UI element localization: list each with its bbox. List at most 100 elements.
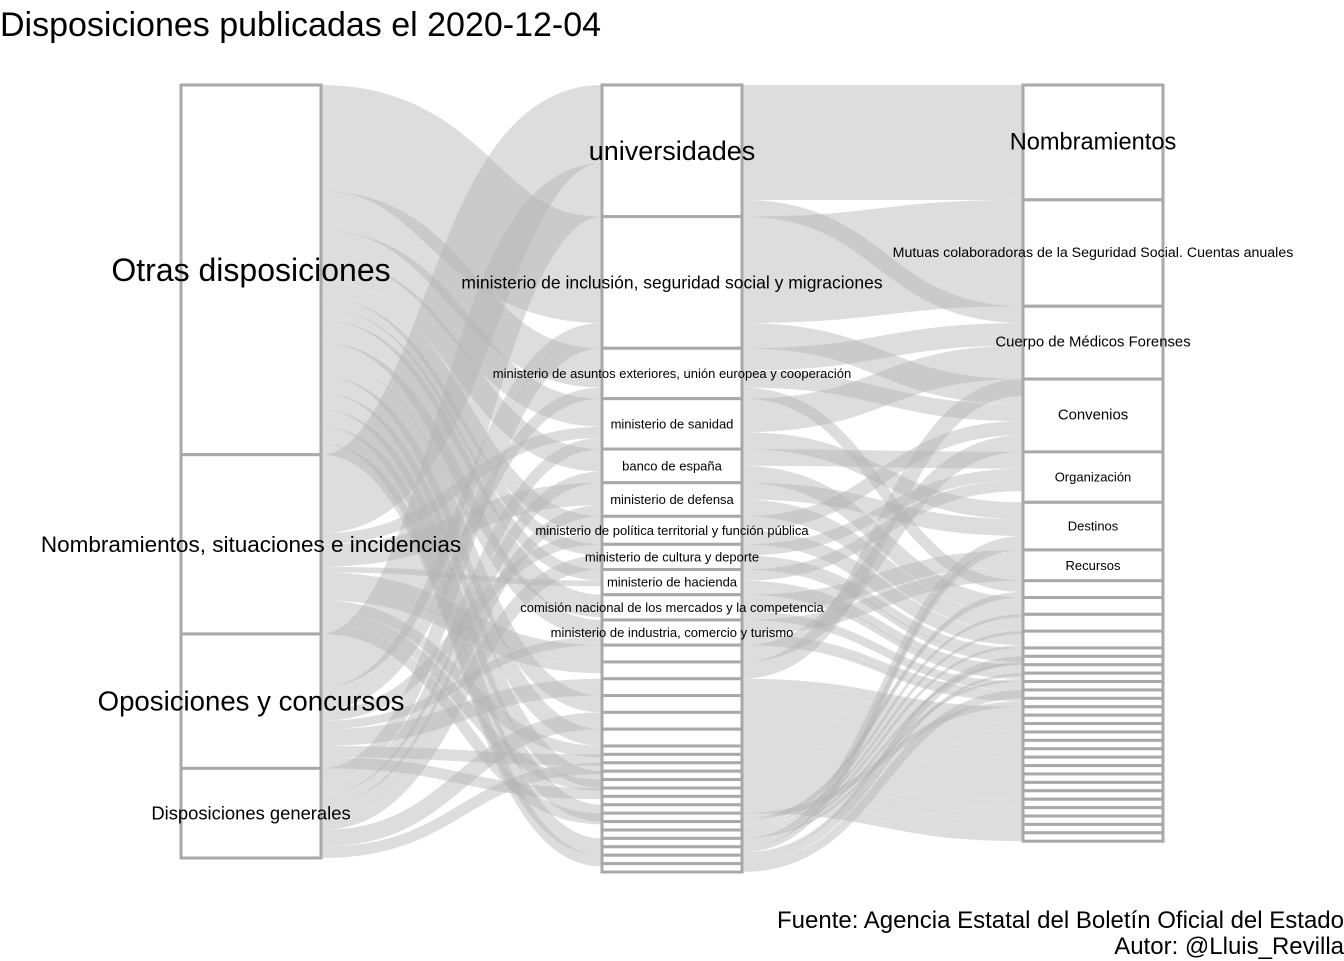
flow-band [741, 771, 1024, 808]
flow-band [741, 199, 1024, 324]
flow-band [317, 84, 606, 534]
flow-band [741, 594, 1024, 825]
flow-band [741, 370, 1024, 422]
flow-band [741, 631, 1024, 830]
flow-band [318, 85, 605, 324]
flow-band [741, 762, 1024, 800]
flow-band [741, 737, 1024, 774]
flow-band [741, 729, 1024, 766]
flow-band [741, 673, 1024, 864]
flow-band [741, 689, 1024, 873]
flow-band [741, 563, 1024, 662]
flow-band [741, 678, 1024, 839]
flow-band [741, 449, 1024, 469]
stratum-box [600, 514, 744, 546]
stratum-label: ministerio de política territorial y fun… [535, 523, 809, 538]
flow-band [741, 804, 1024, 842]
flow-band [320, 230, 603, 427]
stratum-label: ministerio de asuntos exteriores, unión … [493, 366, 851, 381]
stratum-box [1021, 304, 1165, 381]
flow-band [741, 614, 1024, 828]
flow-band [741, 633, 1024, 699]
flow-band [741, 591, 1024, 822]
stratum-label: Oposiciones y concursos [98, 686, 405, 717]
flow-band [741, 796, 1024, 833]
flow-band [320, 426, 603, 856]
flow-band [318, 163, 605, 688]
stratum-label: Nombramientos, situaciones e incidencias [41, 532, 461, 557]
flow-band [741, 432, 1024, 520]
stratum-box [1021, 548, 1165, 583]
stratum-box [179, 766, 323, 860]
stratum-label: Convenios [1058, 407, 1128, 423]
stratum-label: Organización [1055, 470, 1132, 485]
flow-band [741, 387, 1024, 592]
flow-band [741, 199, 1024, 324]
stratum-box [1021, 198, 1165, 308]
flow-band [741, 468, 1024, 556]
flow-band [741, 323, 1024, 405]
flow-band [320, 471, 603, 805]
flow-band [741, 589, 1024, 679]
stratum-label: banco de españa [622, 458, 723, 473]
stratum-box [179, 632, 323, 770]
flow-band [741, 566, 1024, 634]
flow-band [741, 379, 1024, 679]
flow-band [320, 323, 603, 699]
caption-author: Autor: @Lluis_Revilla [1114, 933, 1344, 960]
stratum-box [1021, 629, 1165, 650]
flow-band [320, 622, 603, 825]
stratum-label: ministerio de industria, comercio y turi… [551, 625, 794, 640]
stratum-box [600, 677, 744, 698]
flow-band [320, 426, 603, 545]
stratum-box [1021, 831, 1165, 843]
stratum-box [600, 542, 744, 572]
flow-band [320, 636, 603, 730]
flow-band [320, 320, 603, 618]
flow-band [741, 720, 1024, 758]
flow-band [320, 309, 603, 581]
stratum-box [600, 694, 744, 714]
stratum-label: ministerio de sanidad [611, 416, 734, 431]
flow-band [741, 645, 1024, 833]
flow-band [320, 297, 603, 556]
stratum-label: Cuerpo de Médicos Forenses [995, 335, 1190, 351]
flow-band [741, 703, 1024, 741]
stratum-label: Recursos [1066, 558, 1121, 573]
flow-band [741, 678, 1024, 716]
flow-band [741, 787, 1024, 825]
flow-band [741, 549, 1024, 612]
flow-band [741, 555, 1024, 657]
flow-band [741, 687, 1024, 724]
stratum-box [1021, 450, 1165, 504]
stratum-box [1021, 500, 1165, 552]
flow-band [320, 258, 603, 472]
flow-band [741, 745, 1024, 783]
flow-band [741, 779, 1024, 816]
flow-band [320, 334, 603, 783]
flow-band [320, 505, 603, 816]
flow-band [320, 566, 603, 587]
flow-band [320, 533, 603, 721]
flow-band [320, 409, 603, 822]
flow-band [320, 589, 603, 674]
flow-band [320, 555, 603, 830]
flow-band [741, 435, 1024, 662]
flow-band [320, 387, 603, 710]
stratum-box [600, 397, 744, 451]
stratum-label: ministerio de inclusión, seguridad socia… [461, 272, 882, 292]
stratum-box [600, 660, 744, 681]
stratum-box [1021, 596, 1165, 616]
flow-band [741, 580, 1024, 674]
flow-band [741, 323, 1024, 371]
stratum-box [179, 83, 323, 457]
flow-band [320, 745, 603, 766]
stratum-label: universidades [589, 136, 756, 166]
stratum-box [600, 618, 744, 647]
flow-band [320, 600, 603, 758]
flow-band [320, 443, 603, 867]
stratum-box [600, 710, 744, 731]
stratum-box [1021, 377, 1165, 454]
stratum-label: Nombramientos [1010, 129, 1177, 155]
